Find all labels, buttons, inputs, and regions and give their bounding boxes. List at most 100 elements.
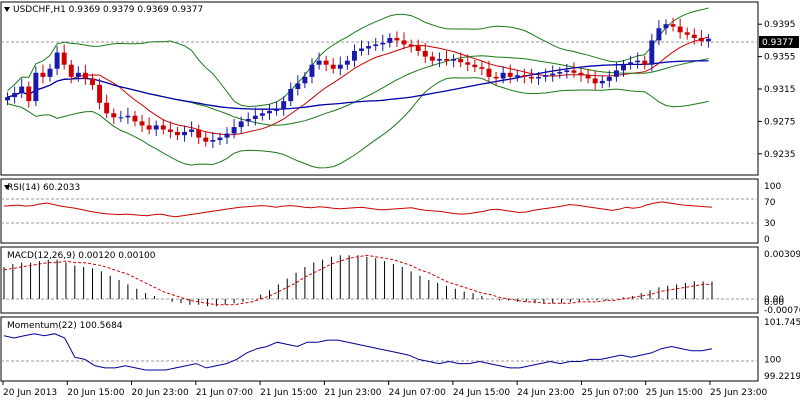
candle-body xyxy=(606,76,612,81)
candle-body xyxy=(281,101,287,110)
candle-body xyxy=(210,140,216,142)
price-tick-label: 0.9315 xyxy=(764,85,796,95)
candle-body xyxy=(401,40,407,45)
candle-body xyxy=(366,46,372,49)
candle-body xyxy=(267,110,272,114)
candle-body xyxy=(684,32,690,35)
candle-body xyxy=(429,56,435,61)
candle-body xyxy=(330,64,336,69)
candle-body xyxy=(592,78,598,84)
candle-body xyxy=(295,83,301,89)
rsi-axis: 100 70 30 0 xyxy=(764,182,781,245)
candle-body xyxy=(521,75,527,77)
candle-body xyxy=(635,60,641,63)
momentum-tick-label: 100 xyxy=(764,355,781,365)
candle-body xyxy=(231,127,237,134)
candle-body xyxy=(54,52,60,69)
candle-body xyxy=(26,86,32,102)
time-tick-label: 20 Jun 2013 xyxy=(3,388,57,398)
candle-body xyxy=(47,68,53,77)
candlesticks xyxy=(5,17,711,149)
candle-body xyxy=(33,72,39,102)
candle-body xyxy=(387,37,393,43)
macd-signal-line xyxy=(3,254,712,306)
candle-body xyxy=(465,62,471,65)
bollinger-bands xyxy=(7,7,709,169)
candle-body xyxy=(40,72,46,77)
candle-body xyxy=(12,93,18,98)
candle-body xyxy=(337,64,343,69)
price-axis: 0.9395 0.9355 0.9315 0.9275 0.9235 xyxy=(758,20,796,160)
price-tick-label: 0.9275 xyxy=(764,117,796,127)
candle-body xyxy=(97,84,103,103)
bollinger-upper xyxy=(7,7,709,108)
candle-body xyxy=(359,48,365,51)
candle-body xyxy=(182,131,188,136)
candle-body xyxy=(677,26,683,33)
rsi-line xyxy=(3,201,713,218)
price-tag: 0.9377 xyxy=(759,36,799,48)
candle-body xyxy=(19,86,25,94)
candle-body xyxy=(578,72,584,76)
candle-body xyxy=(238,121,244,128)
time-tick-label: 24 Jun 23:00 xyxy=(517,388,574,398)
rsi-pane-frame xyxy=(0,178,759,244)
candle-body xyxy=(274,109,280,111)
time-tick-label: 21 Jun 07:00 xyxy=(196,388,253,398)
collapse-triangle-icon[interactable] xyxy=(4,185,10,190)
candle-body xyxy=(514,75,520,77)
candle-body xyxy=(543,75,549,77)
candle-body xyxy=(125,115,131,118)
time-tick-label: 25 Jun 07:00 xyxy=(581,388,638,398)
candle-body xyxy=(380,42,386,45)
candle-body xyxy=(507,72,513,77)
candle-body xyxy=(564,70,570,72)
candle-body xyxy=(451,59,457,61)
momentum-pane[interactable]: Momentum(22) 100.5684 101.7455 100 99.2219 xyxy=(0,316,800,382)
candle-body xyxy=(394,37,400,41)
candle-body xyxy=(82,72,88,79)
candle-body xyxy=(132,115,138,122)
candle-body xyxy=(167,129,173,132)
candle-body xyxy=(189,129,195,132)
time-tick-label: 24 Jun 07:00 xyxy=(389,388,446,398)
price-tick-label: 0.9355 xyxy=(764,53,796,63)
momentum-axis: 101.7455 100 99.2219 xyxy=(764,318,800,382)
rsi-header: RSI(14) 60.2033 xyxy=(7,183,80,193)
candle-body xyxy=(705,38,711,42)
macd-tick-label: 0.00 xyxy=(764,295,784,305)
candle-body xyxy=(613,70,619,77)
time-tick-label: 20 Jun 23:00 xyxy=(132,388,189,398)
time-tick-label: 24 Jun 15:00 xyxy=(453,388,510,398)
time-tick-label: 20 Jun 15:00 xyxy=(67,388,124,398)
rsi-pane[interactable]: RSI(14) 60.2033 100 70 30 0 xyxy=(0,178,781,245)
macd-pane[interactable]: MACD(12,26,9) 0.00120 0.00100 0.00309 0.0… xyxy=(0,246,800,316)
candle-body xyxy=(5,97,11,101)
candle-body xyxy=(408,44,414,47)
candle-body xyxy=(104,102,110,114)
candle-body xyxy=(528,76,534,79)
candle-body xyxy=(316,60,322,65)
candle-body xyxy=(486,68,492,77)
candle-body xyxy=(642,60,648,65)
candle-body xyxy=(698,37,704,42)
candle-body xyxy=(436,59,442,61)
candle-body xyxy=(571,70,577,73)
collapse-triangle-icon[interactable] xyxy=(4,7,10,12)
candle-body xyxy=(288,89,294,102)
candle-body xyxy=(621,64,626,71)
time-tick-label: 21 Jun 23:00 xyxy=(324,388,381,398)
moving-average-fast xyxy=(7,36,709,136)
candle-body xyxy=(309,64,315,77)
price-tag-box xyxy=(759,36,799,48)
moving-averages xyxy=(7,36,709,136)
price-tick-label: 0.9235 xyxy=(764,150,796,160)
candle-body xyxy=(196,129,202,138)
candle-body xyxy=(61,52,67,65)
price-pane[interactable]: USDCHF,H1 0.9369 0.9379 0.9369 0.9377 0.… xyxy=(0,1,799,176)
momentum-line xyxy=(3,333,713,371)
